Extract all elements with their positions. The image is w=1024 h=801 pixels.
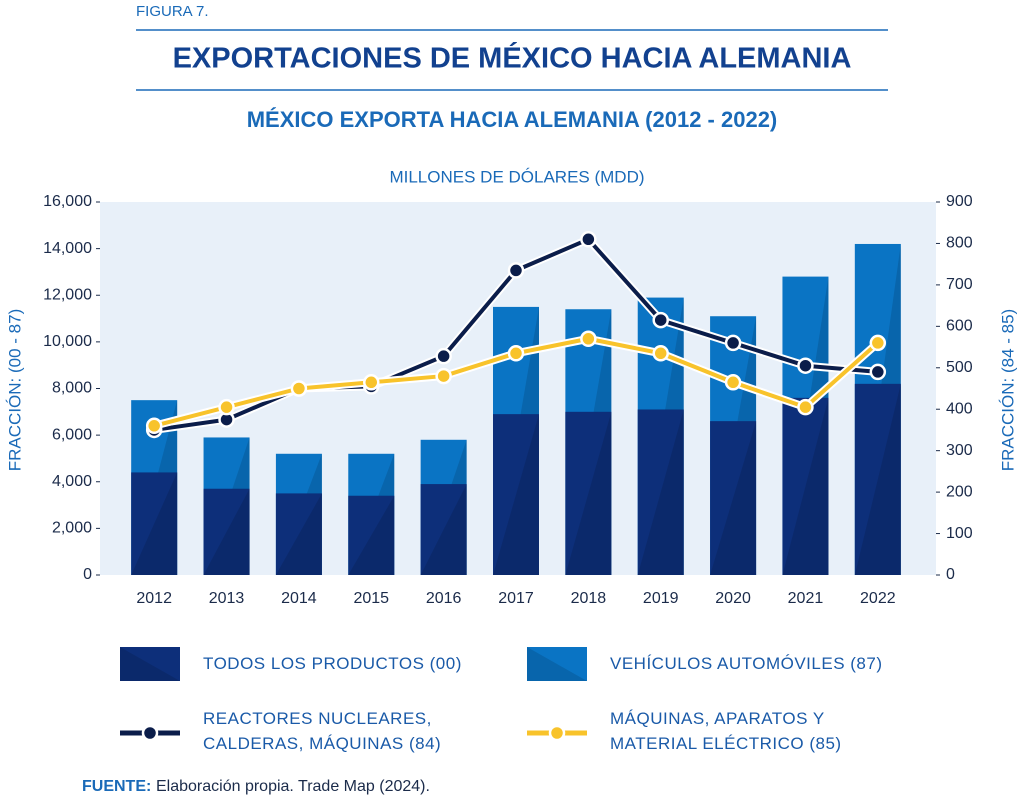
y-tick-label: 6,000 — [52, 426, 92, 443]
y-tick-label: 16,000 — [43, 193, 92, 210]
point — [435, 367, 452, 385]
bar — [348, 495, 395, 575]
x-tick-label: 2013 — [209, 590, 245, 607]
point — [363, 374, 380, 391]
x-tick-label: 2017 — [498, 590, 534, 607]
chart-subtitle: MILLONES DE DÓLARES (MDD) — [389, 167, 644, 186]
y-tick-label: 8,000 — [52, 380, 92, 397]
bar-shade — [493, 414, 539, 575]
figure-label: FIGURA 7. — [136, 3, 209, 20]
x-tick-label: 2022 — [860, 590, 896, 607]
y2-tick-label: 700 — [946, 276, 973, 293]
y-tick-label: 4,000 — [52, 473, 92, 490]
bar — [637, 409, 684, 575]
point — [724, 374, 742, 391]
point — [507, 345, 525, 362]
source-text: Elaboración propia. Trade Map (2024). — [156, 778, 430, 795]
bar — [493, 414, 539, 575]
bar-shade — [203, 488, 250, 575]
y2-tick-label: 200 — [946, 483, 973, 500]
bar — [203, 488, 250, 575]
x-tick-label: 2012 — [136, 590, 172, 607]
y2-tick-label: 0 — [946, 566, 955, 583]
point — [145, 417, 163, 435]
point — [507, 262, 525, 279]
bar — [854, 383, 901, 575]
legend-label: REACTORES NUCLEARES, CALDERAS, MÁQUINAS … — [203, 709, 442, 753]
point — [435, 347, 452, 365]
legend-point — [548, 724, 566, 742]
point — [290, 380, 308, 397]
bar — [565, 411, 612, 575]
legend-shade — [527, 647, 587, 681]
bar-shade — [565, 411, 612, 575]
bar — [710, 421, 757, 575]
y-tick-label: 0 — [83, 566, 92, 583]
point — [580, 330, 597, 348]
bar-shade — [420, 484, 467, 575]
x-tick-label: 2019 — [643, 590, 679, 607]
y2-tick-label: 600 — [946, 318, 973, 335]
y-axis-label: FRACCIÓN: (00 - 87) — [5, 309, 24, 471]
legend-label: MÁQUINAS, APARATOS Y MATERIAL ELÉCTRICO … — [610, 709, 842, 753]
header-title: EXPORTACIONES DE MÉXICO HACIA ALEMANIA — [173, 41, 852, 75]
legend-swatch — [527, 647, 587, 681]
point — [724, 334, 742, 352]
bar-shade — [854, 383, 901, 575]
x-tick-label: 2018 — [571, 590, 607, 607]
x-tick-label: 2020 — [715, 590, 751, 607]
legend-swatch — [120, 647, 180, 681]
legend-label: TODOS LOS PRODUCTOS (00) — [203, 654, 462, 673]
point — [652, 345, 669, 362]
y2-tick-label: 800 — [946, 235, 973, 252]
y-tick-label: 14,000 — [43, 240, 92, 257]
legend-point — [141, 724, 159, 742]
point — [580, 231, 597, 248]
x-tick-label: 2015 — [353, 590, 389, 607]
chart-title: MÉXICO EXPORTA HACIA ALEMANIA (2012 - 20… — [247, 107, 778, 132]
x-tick-label: 2016 — [426, 590, 462, 607]
bar — [782, 397, 829, 575]
y2-tick-label: 900 — [946, 193, 973, 210]
point — [797, 398, 814, 416]
x-tick-label: 2021 — [788, 590, 824, 607]
y-tick-label: 10,000 — [43, 333, 92, 350]
point — [797, 357, 814, 374]
legend-label: VEHÍCULOS AUTOMÓVILES (87) — [610, 654, 883, 673]
point — [218, 398, 235, 416]
y2-tick-label: 100 — [946, 525, 973, 542]
bar — [275, 493, 322, 575]
source-label: FUENTE: — [82, 778, 151, 795]
bar-shade — [131, 472, 178, 575]
point — [869, 334, 887, 352]
bar-shade — [637, 409, 684, 575]
bar-shade — [710, 421, 757, 575]
bar-shade — [782, 397, 829, 575]
y2-tick-label: 400 — [946, 400, 973, 417]
x-tick-label: 2014 — [281, 590, 317, 607]
y2-tick-label: 500 — [946, 359, 973, 376]
bar — [131, 472, 178, 575]
bar — [420, 484, 467, 575]
y-tick-label: 2,000 — [52, 520, 92, 537]
legend-shade — [120, 647, 180, 681]
y-tick-label: 12,000 — [43, 286, 92, 303]
point — [652, 311, 669, 329]
y2-tick-label: 300 — [946, 442, 973, 459]
bar-shade — [275, 493, 322, 575]
point — [869, 363, 887, 381]
y2-axis-label: FRACCIÓN: (84 - 85) — [998, 309, 1017, 471]
bar-shade — [348, 495, 395, 575]
